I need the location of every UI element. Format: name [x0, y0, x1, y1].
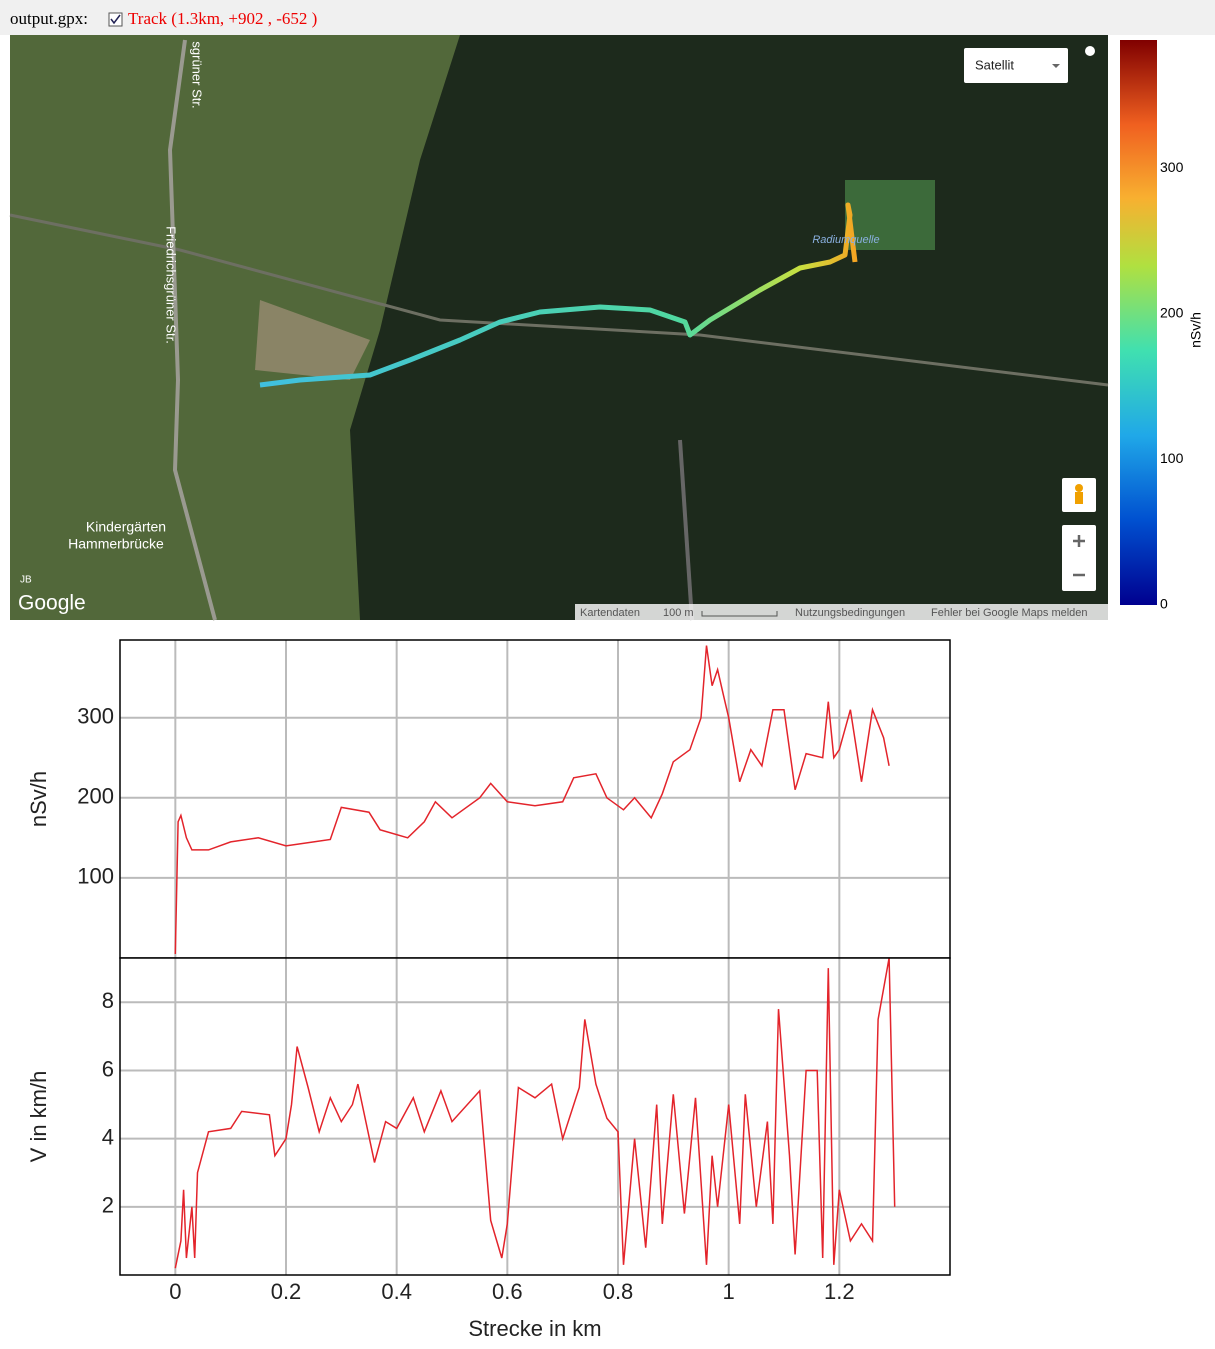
- map[interactable]: sgrüner Str. Friedrichsgrüner Str. Radiu…: [10, 35, 1108, 620]
- zoom-control: [1062, 525, 1096, 591]
- x-tick-label: 1: [723, 1279, 735, 1304]
- pegman-body: [1075, 492, 1083, 504]
- y-tick-label: 300: [77, 704, 114, 729]
- x-tick-label: 0.2: [271, 1279, 302, 1304]
- footer-link[interactable]: Nutzungsbedingungen: [795, 607, 905, 619]
- street-label: sgrüner Str.: [190, 41, 205, 108]
- footer-link[interactable]: Kartendaten: [580, 607, 640, 619]
- y-tick-label: 2: [102, 1193, 114, 1218]
- x-tick-label: 0.6: [492, 1279, 523, 1304]
- fullscreen-button[interactable]: [1085, 46, 1095, 56]
- screen: output.gpx: Track (1.3km, +902 , -652 ) …: [0, 0, 1215, 1344]
- colorbar-tick-label: 200: [1160, 304, 1184, 320]
- scale-label: 100 m: [663, 607, 694, 619]
- pegman: [1075, 484, 1083, 492]
- map-initials: JB: [20, 575, 32, 586]
- place-label: Hammerbrücke: [68, 536, 164, 552]
- y-tick-label: 100: [77, 864, 114, 889]
- colorbar: [1120, 40, 1157, 605]
- poi-label: Radiumquelle: [812, 234, 879, 246]
- y-tick-label: 4: [102, 1124, 114, 1149]
- colorbar-tick-label: 0: [1160, 596, 1168, 612]
- y-tick-label: 200: [77, 784, 114, 809]
- x-axis-label: Strecke in km: [468, 1316, 601, 1341]
- y-tick-label: 6: [102, 1056, 114, 1081]
- file-name: output.gpx:: [10, 9, 88, 28]
- y-tick-label: 8: [102, 988, 114, 1013]
- x-tick-label: 0.8: [603, 1279, 634, 1304]
- plot-area: [120, 640, 950, 958]
- colorbar-tick-label: 300: [1160, 159, 1184, 175]
- footer-link[interactable]: Fehler bei Google Maps melden: [931, 607, 1088, 619]
- google-logo: Google: [18, 592, 86, 615]
- y-axis-label: nSv/h: [26, 771, 51, 827]
- x-tick-label: 0.4: [381, 1279, 412, 1304]
- x-tick-label: 1.2: [824, 1279, 855, 1304]
- track-summary[interactable]: Track (1.3km, +902 , -652 ): [128, 9, 317, 28]
- map-type-label: Satellit: [975, 57, 1014, 72]
- page: output.gpx: Track (1.3km, +902 , -652 ) …: [0, 0, 1215, 1344]
- colorbar-label: nSv/h: [1188, 312, 1204, 348]
- street-label: Friedrichsgrüner Str.: [164, 226, 179, 344]
- x-tick-label: 0: [169, 1279, 181, 1304]
- place-label: Kindergärten: [86, 519, 166, 535]
- colorbar-tick-label: 100: [1160, 450, 1184, 466]
- y-axis-label: V in km/h: [26, 1071, 51, 1163]
